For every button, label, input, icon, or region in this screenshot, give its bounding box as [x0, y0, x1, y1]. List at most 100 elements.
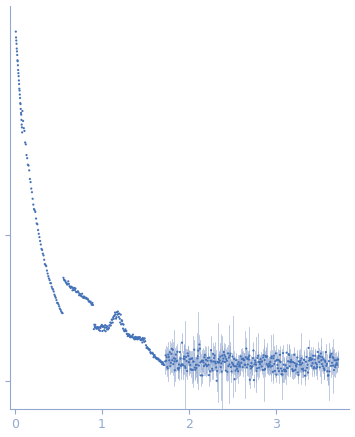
- Point: [329, 350, 334, 357]
- Point: [24, 152, 29, 159]
- Point: [325, 372, 331, 379]
- Point: [162, 358, 168, 365]
- Point: [138, 336, 144, 343]
- Point: [293, 362, 299, 369]
- Point: [60, 310, 65, 317]
- Point: [175, 348, 180, 355]
- Point: [236, 363, 242, 370]
- Point: [116, 313, 122, 320]
- Point: [130, 333, 135, 340]
- Point: [153, 354, 159, 361]
- Point: [151, 354, 157, 361]
- Point: [126, 331, 132, 338]
- Point: [223, 367, 229, 374]
- Point: [88, 300, 94, 307]
- Point: [248, 360, 254, 367]
- Point: [119, 317, 125, 324]
- Point: [79, 290, 85, 297]
- Point: [48, 280, 53, 287]
- Point: [89, 299, 95, 306]
- Point: [134, 334, 140, 341]
- Point: [191, 358, 197, 365]
- Point: [197, 341, 202, 348]
- Point: [315, 355, 321, 362]
- Point: [246, 356, 252, 363]
- Point: [222, 359, 228, 366]
- Point: [118, 319, 123, 326]
- Point: [100, 323, 106, 329]
- Point: [262, 357, 268, 364]
- Point: [180, 362, 186, 369]
- Point: [256, 364, 262, 371]
- Point: [272, 368, 278, 375]
- Point: [36, 230, 42, 237]
- Point: [260, 367, 266, 374]
- Point: [65, 281, 71, 288]
- Point: [326, 372, 331, 379]
- Point: [237, 361, 242, 368]
- Point: [149, 350, 155, 357]
- Point: [309, 362, 315, 369]
- Point: [86, 298, 92, 305]
- Point: [312, 356, 317, 363]
- Point: [141, 338, 147, 345]
- Point: [121, 321, 126, 328]
- Point: [300, 365, 306, 372]
- Point: [59, 309, 65, 316]
- Point: [158, 359, 164, 366]
- Point: [108, 322, 114, 329]
- Point: [184, 357, 190, 364]
- Point: [17, 100, 23, 107]
- Point: [176, 364, 182, 371]
- Point: [212, 352, 218, 359]
- Point: [85, 295, 91, 302]
- Point: [254, 368, 260, 375]
- Point: [297, 357, 303, 364]
- Point: [287, 358, 293, 365]
- Point: [185, 352, 191, 359]
- Point: [299, 366, 305, 373]
- Point: [14, 45, 20, 52]
- Point: [278, 358, 283, 365]
- Point: [305, 361, 310, 368]
- Point: [269, 362, 275, 369]
- Point: [209, 358, 214, 365]
- Point: [317, 353, 323, 360]
- Point: [231, 362, 236, 369]
- Point: [189, 355, 195, 362]
- Point: [195, 353, 201, 360]
- Point: [206, 371, 212, 378]
- Point: [291, 351, 297, 358]
- Point: [108, 319, 114, 326]
- Point: [255, 352, 261, 359]
- Point: [134, 335, 140, 342]
- Point: [267, 361, 273, 368]
- Point: [202, 351, 208, 358]
- Point: [248, 365, 254, 372]
- Point: [304, 354, 309, 361]
- Point: [131, 334, 137, 341]
- Point: [107, 322, 113, 329]
- Point: [295, 371, 301, 378]
- Point: [14, 52, 20, 59]
- Point: [61, 274, 66, 281]
- Point: [266, 363, 271, 370]
- Point: [39, 246, 44, 253]
- Point: [250, 363, 255, 370]
- Point: [153, 354, 159, 361]
- Point: [207, 368, 213, 375]
- Point: [316, 358, 322, 365]
- Point: [314, 361, 320, 368]
- Point: [178, 355, 183, 362]
- Point: [54, 299, 60, 306]
- Point: [112, 309, 118, 316]
- Point: [282, 368, 288, 375]
- Point: [164, 364, 170, 371]
- Point: [131, 334, 136, 341]
- Point: [290, 368, 296, 375]
- Point: [54, 297, 59, 304]
- Point: [198, 372, 204, 379]
- Point: [278, 365, 284, 372]
- Point: [77, 291, 83, 298]
- Point: [170, 346, 176, 353]
